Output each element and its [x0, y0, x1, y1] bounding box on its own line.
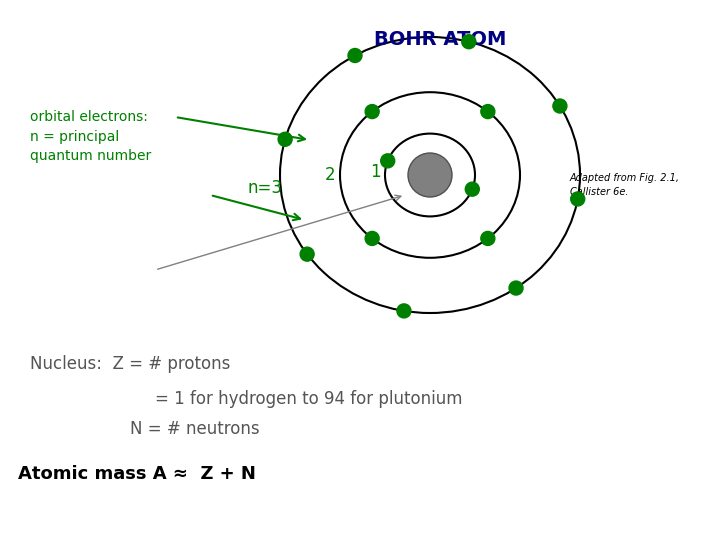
Circle shape: [381, 154, 395, 168]
Circle shape: [365, 105, 379, 119]
Text: 2: 2: [325, 166, 336, 184]
Text: BOHR ATOM: BOHR ATOM: [374, 30, 506, 49]
Text: n=3: n=3: [248, 179, 282, 197]
Circle shape: [571, 192, 585, 206]
Circle shape: [300, 247, 314, 261]
Text: Nucleus:  Z = # protons: Nucleus: Z = # protons: [30, 355, 230, 373]
Text: 1: 1: [369, 163, 380, 181]
Circle shape: [397, 304, 411, 318]
Circle shape: [509, 281, 523, 295]
Text: orbital electrons:
n = principal
quantum number: orbital electrons: n = principal quantum…: [30, 110, 151, 163]
Text: Atomic mass A ≈  Z + N: Atomic mass A ≈ Z + N: [18, 465, 256, 483]
Circle shape: [465, 182, 480, 196]
Text: = 1 for hydrogen to 94 for plutonium: = 1 for hydrogen to 94 for plutonium: [155, 390, 462, 408]
Circle shape: [462, 35, 476, 49]
Circle shape: [348, 49, 362, 63]
Circle shape: [365, 232, 379, 245]
Circle shape: [553, 99, 567, 113]
Circle shape: [481, 105, 495, 119]
Circle shape: [408, 153, 452, 197]
Circle shape: [278, 132, 292, 146]
Text: Adapted from Fig. 2.1,
Callister 6e.: Adapted from Fig. 2.1, Callister 6e.: [570, 173, 680, 197]
Text: N = # neutrons: N = # neutrons: [130, 420, 260, 438]
Circle shape: [481, 232, 495, 245]
